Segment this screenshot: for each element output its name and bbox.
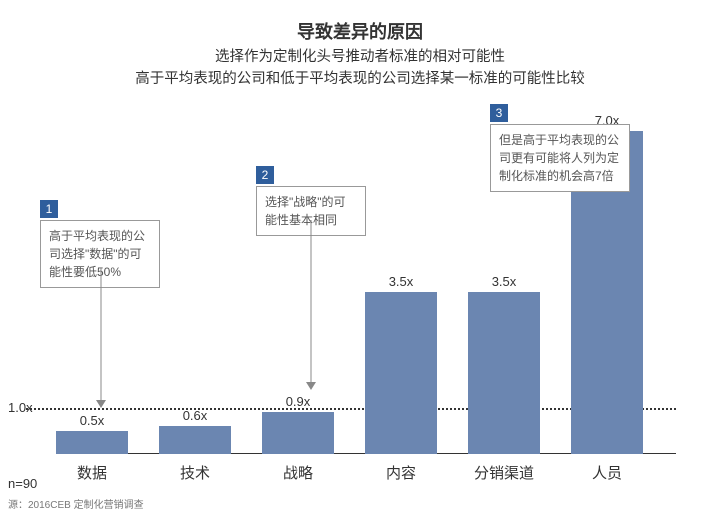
category-label: 战略: [252, 462, 344, 483]
annotation-number: 1: [40, 200, 58, 218]
annotation-number: 2: [256, 166, 274, 184]
subtitle-line-1: 选择作为定制化头号推动者标准的相对可能性: [0, 46, 720, 68]
annotation-text: 但是高于平均表现的公司更有可能将人列为定制化标准的机会高7倍: [490, 124, 630, 192]
source-label: 源：2016CEB 定制化营销调查: [8, 496, 144, 511]
chart-title: 导致差异的原因: [0, 18, 720, 44]
annotation: 3 但是高于平均表现的公司更有可能将人列为定制化标准的机会高7倍: [490, 104, 630, 192]
bar-value-label: 0.5x: [56, 413, 128, 428]
bar-value-label: 0.6x: [159, 408, 231, 423]
bar-value-label: 3.5x: [365, 274, 437, 289]
annotation-number: 3: [490, 104, 508, 122]
sample-size-label: n=90: [8, 476, 37, 491]
category-label: 分销渠道: [458, 462, 550, 483]
chart-subtitle: 选择作为定制化头号推动者标准的相对可能性 高于平均表现的公司和低于平均表现的公司…: [0, 46, 720, 91]
bar: 0.9x: [262, 412, 334, 454]
bar-value-label: 0.9x: [262, 394, 334, 409]
annotation-arrow: [305, 220, 317, 390]
category-label: 数据: [46, 462, 138, 483]
reference-label: 1.0x: [8, 400, 33, 415]
bar-value-label: 3.5x: [468, 274, 540, 289]
bar: 0.5x: [56, 431, 128, 454]
page: 导致差异的原因 选择作为定制化头号推动者标准的相对可能性 高于平均表现的公司和低…: [0, 0, 720, 518]
category-label: 技术: [149, 462, 241, 483]
category-label: 内容: [355, 462, 447, 483]
bar: 0.6x: [159, 426, 231, 454]
subtitle-line-2: 高于平均表现的公司和低于平均表现的公司选择某一标准的可能性比较: [0, 68, 720, 90]
bar-chart: 1.0x 0.5x数据0.6x技术0.9x战略3.5x内容3.5x分销渠道7.0…: [56, 94, 676, 454]
bar: 3.5x: [468, 292, 540, 454]
bar: 3.5x: [365, 292, 437, 454]
category-label: 人员: [561, 462, 653, 483]
annotation-arrow: [95, 268, 107, 408]
